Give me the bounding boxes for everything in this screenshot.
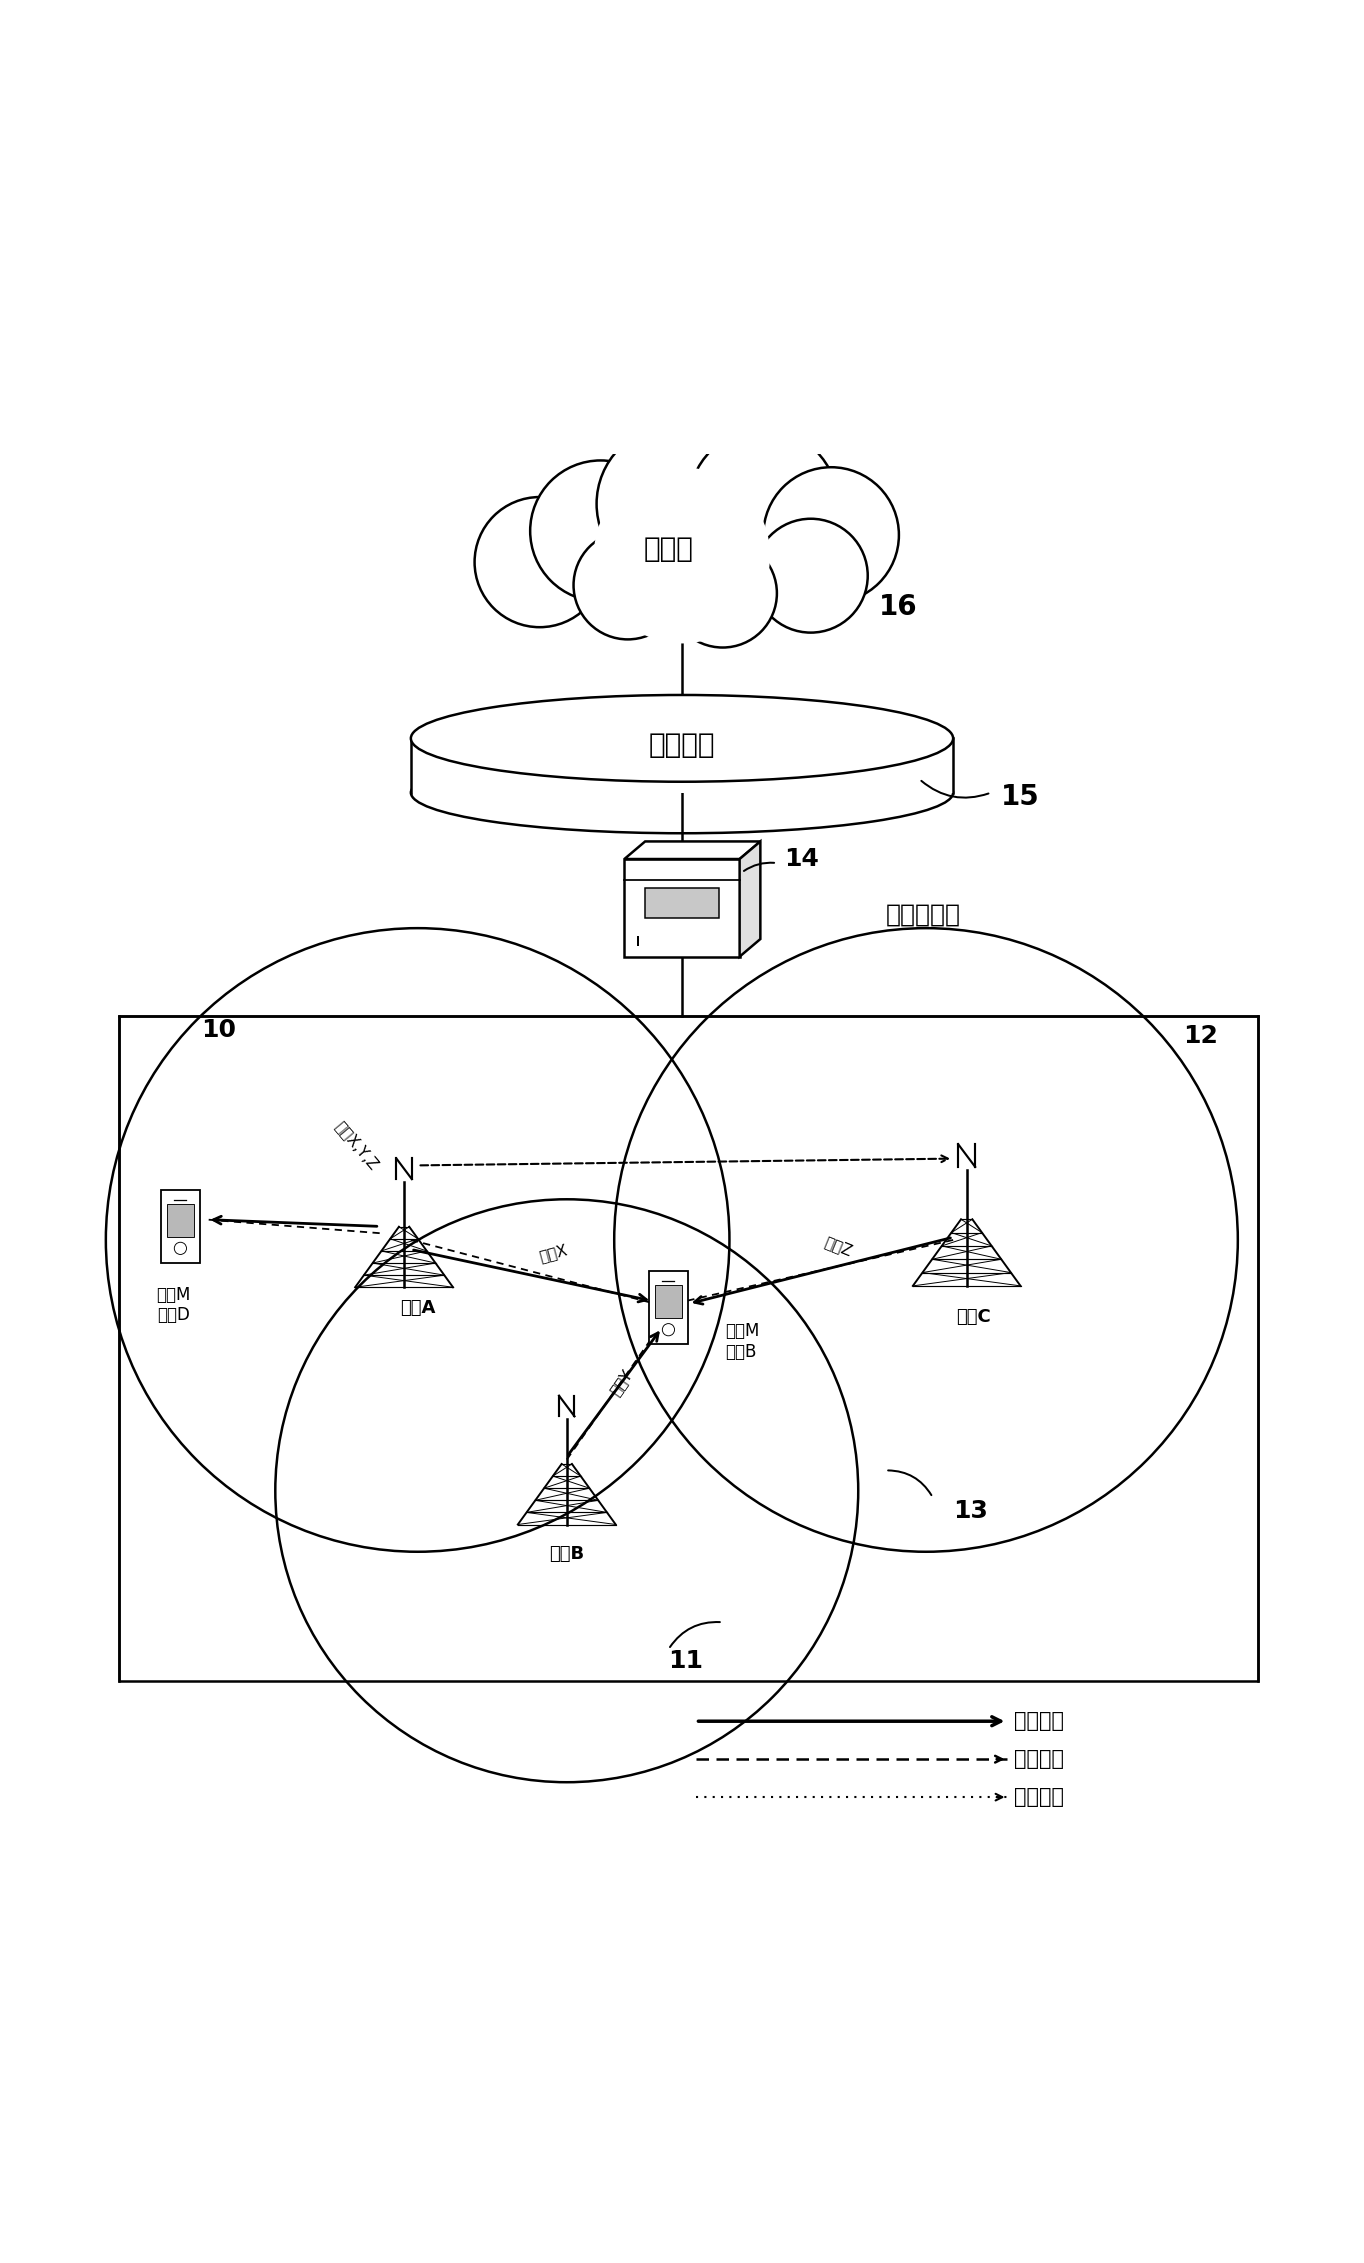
Text: 15: 15 (1001, 783, 1039, 810)
Bar (411, 738, 953, 792)
Text: 14: 14 (784, 846, 818, 871)
Text: 数据Z: 数据Z (822, 1233, 854, 1258)
FancyArrowPatch shape (670, 1623, 720, 1647)
Bar (625, 860, 739, 957)
Text: 终端M
地点B: 终端M 地点B (726, 1322, 760, 1360)
Text: 数据Y: 数据Y (607, 1367, 636, 1399)
Circle shape (754, 518, 868, 634)
Circle shape (764, 466, 899, 602)
Text: 控制信道: 控制信道 (1015, 1788, 1064, 1808)
Text: 基站A: 基站A (400, 1299, 435, 1317)
Bar (120, 1016, 1258, 1681)
Bar (166, 1204, 194, 1238)
FancyArrowPatch shape (743, 862, 775, 871)
Text: 13: 13 (953, 1498, 988, 1523)
Polygon shape (625, 842, 760, 860)
Text: 数据X,Y,Z: 数据X,Y,Z (333, 1118, 381, 1172)
Circle shape (475, 498, 604, 627)
Circle shape (689, 430, 837, 579)
Text: 数据X: 数据X (537, 1242, 569, 1265)
Circle shape (531, 459, 671, 602)
Circle shape (663, 1324, 675, 1335)
Text: 基站B: 基站B (550, 1546, 584, 1564)
Text: 核心网络: 核心网络 (649, 731, 715, 758)
Text: 11: 11 (668, 1650, 704, 1672)
Text: 业务信道: 业务信道 (1015, 1711, 1064, 1731)
Circle shape (593, 466, 771, 643)
Bar (655, 1285, 682, 1319)
Text: 12: 12 (1184, 1025, 1218, 1048)
Bar (649, 1272, 689, 1344)
Text: 因特网: 因特网 (644, 534, 693, 563)
Text: 基站控制器: 基站控制器 (885, 903, 960, 926)
Text: 16: 16 (878, 593, 917, 620)
Circle shape (573, 532, 682, 640)
Text: 终端M
地点D: 终端M 地点D (157, 1285, 191, 1324)
Polygon shape (739, 842, 760, 957)
Bar (645, 889, 719, 917)
Text: 导频信道: 导频信道 (1015, 1749, 1064, 1770)
Text: 基站C: 基站C (956, 1308, 990, 1326)
Text: 10: 10 (201, 1018, 236, 1041)
Circle shape (596, 425, 754, 582)
Ellipse shape (411, 695, 953, 781)
FancyArrowPatch shape (921, 781, 989, 797)
Circle shape (175, 1242, 187, 1254)
Ellipse shape (411, 751, 953, 833)
FancyArrowPatch shape (888, 1471, 932, 1496)
Circle shape (668, 539, 777, 647)
Bar (161, 1190, 201, 1263)
